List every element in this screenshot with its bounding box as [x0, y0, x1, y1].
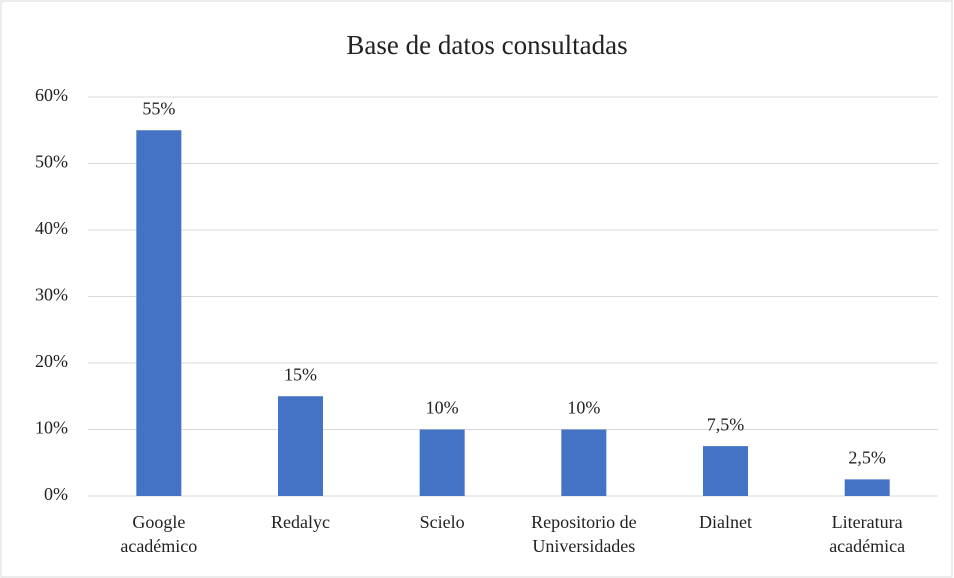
x-tick-label: Literatura académica	[829, 512, 906, 556]
data-label: 2,5%	[848, 448, 886, 468]
y-tick-label: 30%	[35, 285, 68, 305]
y-tick-label: 0%	[44, 484, 68, 504]
bar	[703, 446, 748, 496]
chart-title: Base de datos consultadas	[346, 30, 627, 60]
data-label: 15%	[284, 364, 317, 384]
x-tick-label: Redalyc	[271, 512, 330, 532]
data-label: 10%	[426, 398, 459, 418]
bar	[844, 479, 890, 496]
y-tick-label: 60%	[35, 85, 68, 105]
x-tick-label: Dialnet	[699, 512, 752, 532]
x-tick-label: Scielo	[419, 512, 465, 532]
x-tick-label: Google académico	[120, 512, 198, 556]
y-tick-label: 10%	[35, 418, 68, 438]
data-label: 7,5%	[707, 414, 745, 434]
data-label: 55%	[142, 98, 175, 118]
data-label: 10%	[567, 398, 600, 418]
x-tick-label: Repositorio de Universidades	[531, 512, 637, 556]
y-tick-label: 50%	[35, 152, 68, 172]
y-tick-label: 40%	[35, 218, 68, 238]
bar	[561, 429, 607, 496]
bar	[419, 429, 465, 496]
bar	[278, 396, 323, 496]
y-tick-label: 20%	[35, 351, 68, 371]
bar	[136, 130, 182, 496]
